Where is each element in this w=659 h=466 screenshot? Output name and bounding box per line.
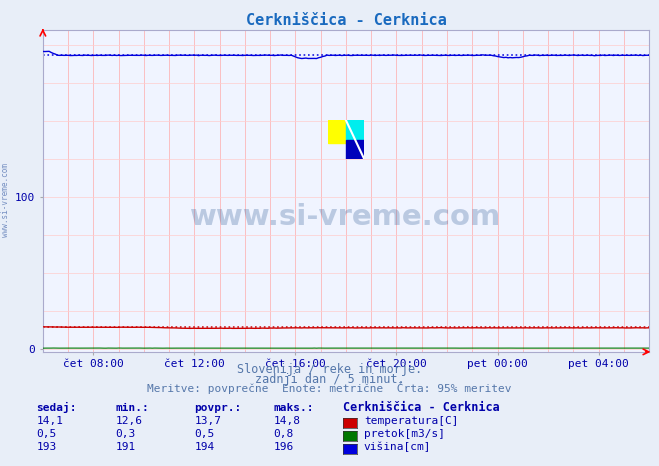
Text: Slovenija / reke in morje.: Slovenija / reke in morje. — [237, 363, 422, 376]
Text: 14,1: 14,1 — [36, 416, 63, 426]
Text: 0,3: 0,3 — [115, 429, 136, 439]
Text: 193: 193 — [36, 442, 57, 452]
Text: 191: 191 — [115, 442, 136, 452]
Text: 13,7: 13,7 — [194, 416, 221, 426]
Text: temperatura[C]: temperatura[C] — [364, 416, 458, 426]
Text: 12,6: 12,6 — [115, 416, 142, 426]
Text: min.:: min.: — [115, 403, 149, 413]
Text: www.si-vreme.com: www.si-vreme.com — [190, 203, 501, 231]
Title: Cerkniščica - Cerknica: Cerkniščica - Cerknica — [246, 13, 446, 28]
Text: povpr.:: povpr.: — [194, 403, 242, 413]
Text: višina[cm]: višina[cm] — [364, 442, 431, 452]
Text: Meritve: povprečne  Enote: metrične  Črta: 95% meritev: Meritve: povprečne Enote: metrične Črta:… — [147, 383, 512, 394]
Text: 194: 194 — [194, 442, 215, 452]
Text: maks.:: maks.: — [273, 403, 314, 413]
Text: zadnji dan / 5 minut.: zadnji dan / 5 minut. — [254, 373, 405, 386]
Text: pretok[m3/s]: pretok[m3/s] — [364, 429, 445, 439]
Text: 0,8: 0,8 — [273, 429, 294, 439]
Text: www.si-vreme.com: www.si-vreme.com — [1, 164, 10, 237]
Text: sedaj:: sedaj: — [36, 402, 76, 413]
Text: 14,8: 14,8 — [273, 416, 301, 426]
Text: 0,5: 0,5 — [36, 429, 57, 439]
Text: 0,5: 0,5 — [194, 429, 215, 439]
Text: 196: 196 — [273, 442, 294, 452]
Text: Cerkniščica - Cerknica: Cerkniščica - Cerknica — [343, 401, 500, 414]
